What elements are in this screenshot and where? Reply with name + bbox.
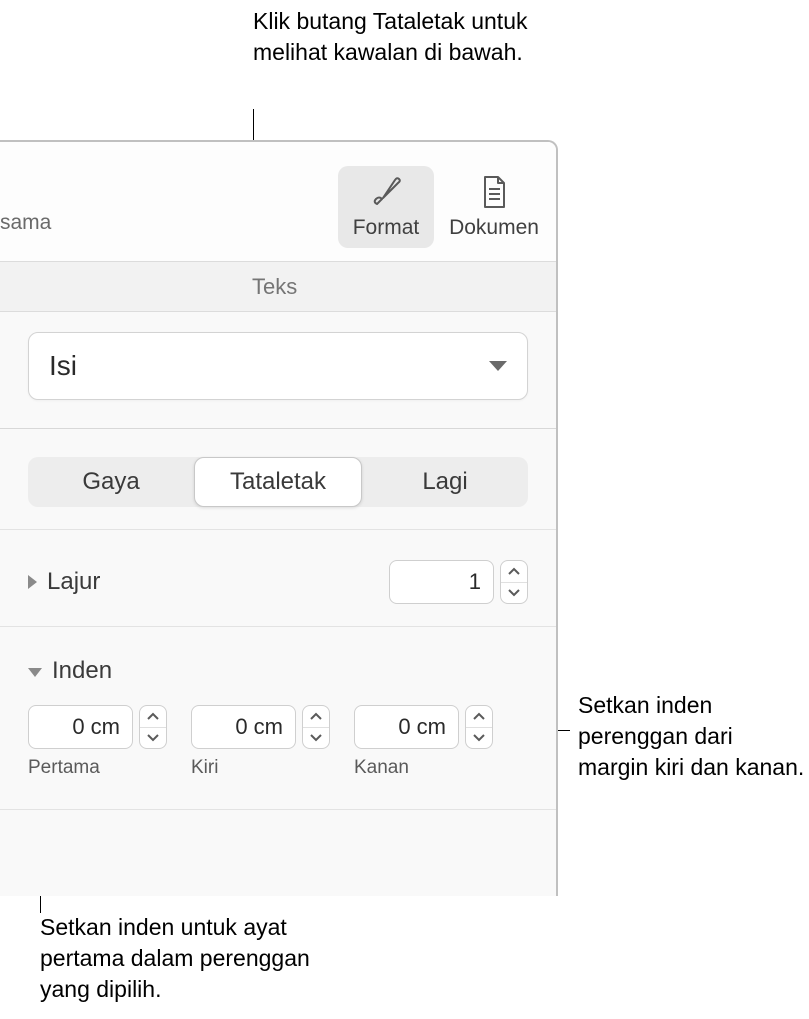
inden-label: Inden bbox=[52, 657, 112, 685]
chevron-down-icon bbox=[28, 668, 42, 677]
inden-kiri: Kiri bbox=[191, 705, 330, 779]
inden-kanan: Kanan bbox=[354, 705, 493, 779]
stepper-down-icon[interactable] bbox=[501, 583, 527, 604]
inden-kiri-input[interactable] bbox=[191, 705, 296, 749]
toolbar: sama Format Dokumen bbox=[0, 142, 556, 262]
divider bbox=[0, 428, 556, 429]
inden-kanan-input[interactable] bbox=[354, 705, 459, 749]
inden-kiri-stepper bbox=[191, 705, 330, 749]
lajur-row: Lajur bbox=[28, 560, 528, 604]
inden-pertama: Pertama bbox=[28, 705, 167, 779]
tab-tataletak[interactable]: Tataletak bbox=[194, 457, 362, 507]
stepper-up-icon[interactable] bbox=[303, 706, 329, 728]
document-icon bbox=[476, 174, 512, 210]
format-label: Format bbox=[353, 216, 420, 240]
inden-pertama-step-buttons bbox=[139, 705, 167, 749]
paintbrush-icon bbox=[368, 174, 404, 210]
inden-kanan-step-buttons bbox=[465, 705, 493, 749]
inden-grid: Pertama Kiri bbox=[28, 705, 528, 779]
inden-kanan-stepper bbox=[354, 705, 493, 749]
tab-lagi[interactable]: Lagi bbox=[362, 457, 528, 507]
inden-kiri-step-buttons bbox=[302, 705, 330, 749]
inden-pertama-stepper bbox=[28, 705, 167, 749]
stepper-down-icon[interactable] bbox=[140, 728, 166, 749]
lajur-label: Lajur bbox=[47, 568, 100, 596]
format-inspector-panel: sama Format Dokumen Teks Isi bbox=[0, 140, 558, 896]
stepper-up-icon[interactable] bbox=[466, 706, 492, 728]
paragraph-style-select[interactable]: Isi bbox=[28, 332, 528, 400]
paragraph-style-value: Isi bbox=[49, 350, 77, 382]
format-button[interactable]: Format bbox=[338, 166, 434, 248]
toolbar-group: Format Dokumen bbox=[338, 166, 542, 248]
tab-gaya[interactable]: Gaya bbox=[28, 457, 194, 507]
inden-pertama-label: Pertama bbox=[28, 757, 167, 779]
stepper-up-icon[interactable] bbox=[140, 706, 166, 728]
inden-disclosure[interactable]: Inden bbox=[28, 657, 112, 685]
toolbar-left-partial: sama bbox=[0, 211, 51, 235]
dokumen-button[interactable]: Dokumen bbox=[446, 166, 542, 248]
divider bbox=[0, 529, 556, 530]
chevron-right-icon bbox=[28, 575, 37, 589]
stepper-down-icon[interactable] bbox=[466, 728, 492, 749]
callout-bottom: Setkan inden untuk ayat pertama dalam pe… bbox=[40, 912, 340, 1005]
callout-right: Setkan inden perenggan dari margin kiri … bbox=[578, 690, 808, 783]
inspector-body: Isi Gaya Tataletak Lagi Lajur bbox=[0, 312, 556, 810]
divider bbox=[0, 626, 556, 627]
stepper-down-icon[interactable] bbox=[303, 728, 329, 749]
text-tabs: Gaya Tataletak Lagi bbox=[28, 457, 528, 507]
inden-row: Inden bbox=[28, 657, 528, 685]
chevron-down-icon bbox=[489, 361, 507, 371]
section-title: Teks bbox=[252, 274, 297, 300]
inden-kanan-label: Kanan bbox=[354, 757, 493, 779]
divider bbox=[0, 809, 556, 810]
inden-pertama-input[interactable] bbox=[28, 705, 133, 749]
lajur-input[interactable] bbox=[389, 560, 494, 604]
inden-kiri-label: Kiri bbox=[191, 757, 330, 779]
lajur-step-buttons bbox=[500, 560, 528, 604]
lajur-stepper bbox=[389, 560, 528, 604]
callout-top: Klik butang Tataletak untuk melihat kawa… bbox=[253, 6, 563, 68]
lajur-disclosure[interactable]: Lajur bbox=[28, 568, 100, 596]
dokumen-label: Dokumen bbox=[449, 216, 539, 240]
stepper-up-icon[interactable] bbox=[501, 561, 527, 583]
section-title-bar: Teks bbox=[0, 262, 556, 312]
